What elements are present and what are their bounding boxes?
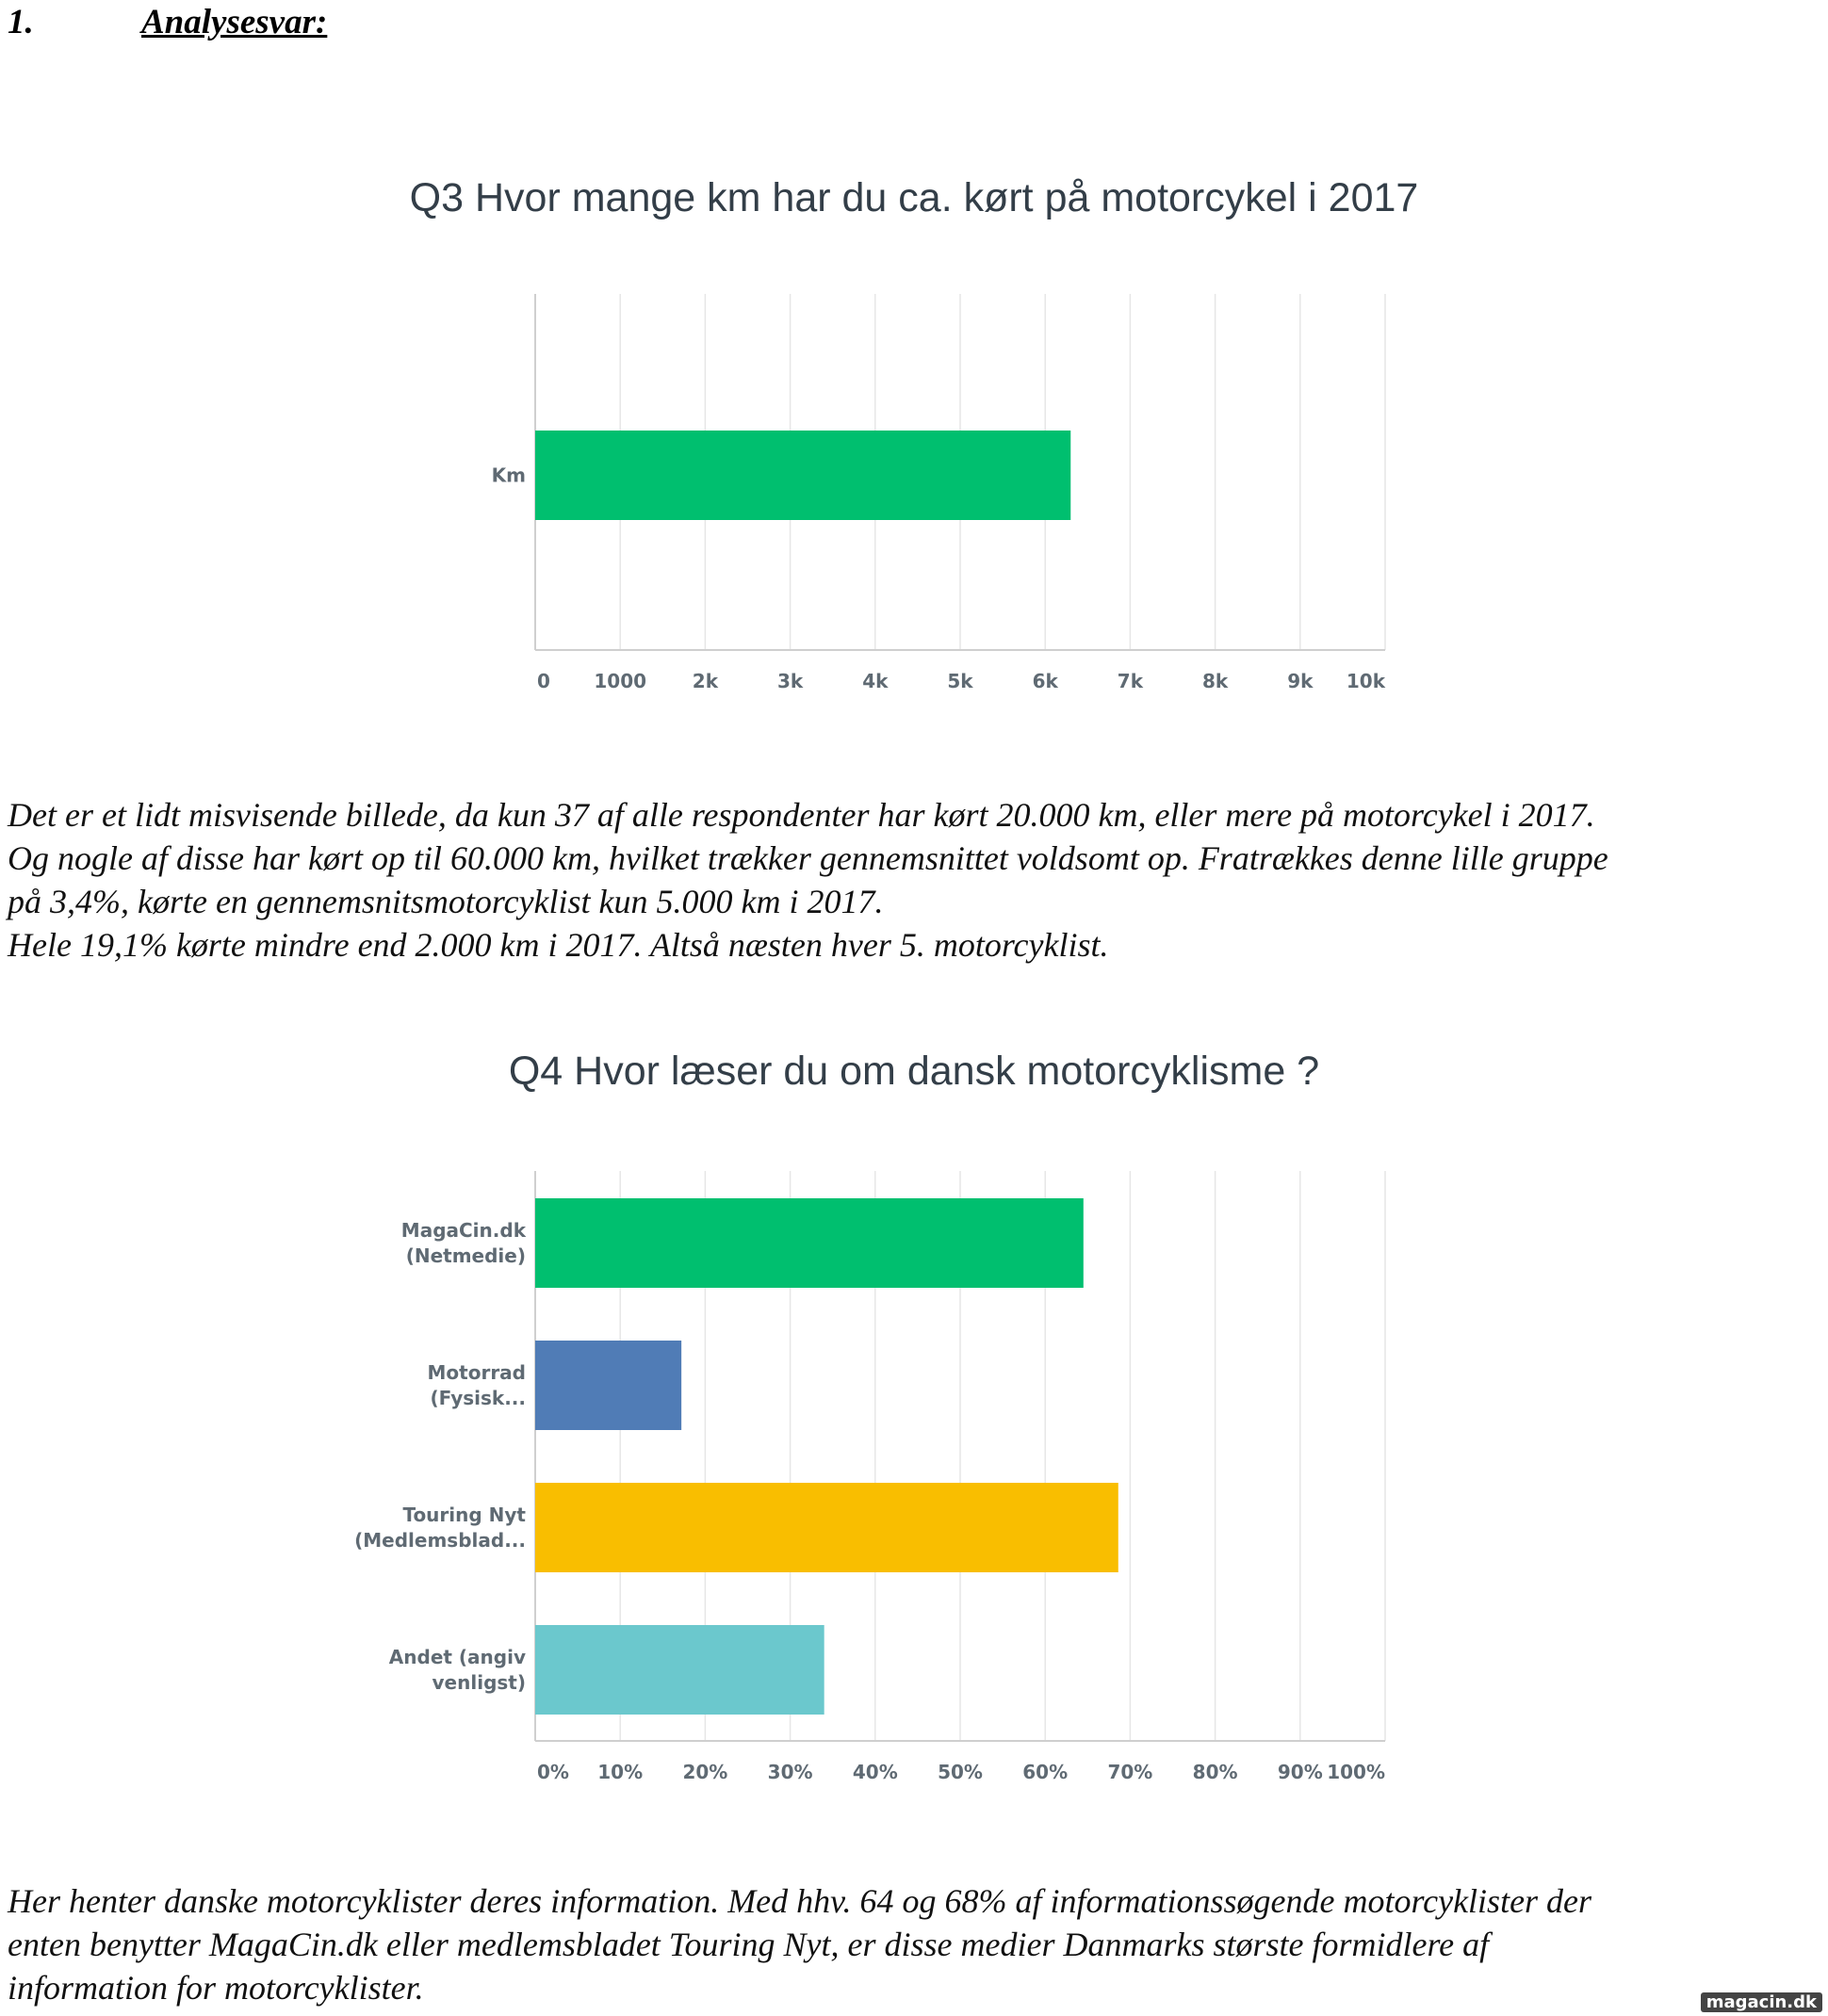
x-tick-label: 20% <box>682 1761 727 1783</box>
x-tick-label: 8k <box>1202 670 1229 692</box>
category-label: Motorrad <box>428 1361 526 1384</box>
x-tick-label: 2k <box>693 670 719 692</box>
x-tick-label: 10k <box>1347 670 1386 692</box>
category-label: (Medlemsblad... <box>354 1529 526 1552</box>
x-tick-label: 90% <box>1278 1761 1323 1783</box>
paragraph-line: Det er et lidt misvisende billede, da ku… <box>8 796 1595 834</box>
chart-title-q4: Q4 Hvor læser du om dansk motorcyklisme … <box>508 1049 1320 1094</box>
paragraph-line: Her henter danske motorcyklister deres i… <box>8 1882 1592 1920</box>
x-tick-label: 3k <box>777 670 804 692</box>
x-tick-label: 30% <box>768 1761 813 1783</box>
bar <box>535 1341 682 1430</box>
x-tick-label: 50% <box>938 1761 983 1783</box>
x-tick-label: 1000 <box>594 670 646 692</box>
x-tick-label: 100% <box>1327 1761 1385 1783</box>
category-label: (Netmedie) <box>406 1244 526 1267</box>
x-tick-label: 40% <box>853 1761 898 1783</box>
bar <box>535 431 1071 520</box>
bar <box>535 1625 824 1715</box>
chart-title-q3: Q3 Hvor mange km har du ca. kørt på moto… <box>409 175 1419 220</box>
paragraph-line: på 3,4%, kørte en gennemsnitsmotorcyklis… <box>8 883 884 920</box>
section-title: Analysesvar: <box>141 3 328 41</box>
category-label: venligst) <box>433 1671 526 1694</box>
category-label: (Fysisk... <box>430 1387 526 1409</box>
chart-q3-km: 0 1000 2k 3k 4k 5k 6k 7k 8k 9k 10k Km <box>492 294 1386 692</box>
x-tick-label: 10% <box>597 1761 643 1783</box>
x-tick-label: 7k <box>1118 670 1144 692</box>
chart-q4-media: 0% 10% 20% 30% 40% 50% 60% 70% 80% 90% 100% MagaCin… <box>354 1171 1386 1783</box>
category-label: Km <box>492 464 526 487</box>
paragraph-q4-analysis: Her henter danske motorcyklister deres i… <box>8 1879 1817 2009</box>
paragraph-line: Hele 19,1% kørte mindre end 2.000 km i 2… <box>8 926 1109 964</box>
bar <box>535 1198 1084 1288</box>
x-tick-label: 5k <box>947 670 973 692</box>
x-tick-label: 60% <box>1022 1761 1068 1783</box>
x-tick-label: 6k <box>1033 670 1059 692</box>
paragraph-q3-analysis: Det er et lidt misvisende billede, da ku… <box>8 793 1817 967</box>
paragraph-line: enten benytter MagaCin.dk eller medlemsb… <box>8 1926 1490 1963</box>
bar <box>535 1483 1118 1572</box>
x-tick-label: 0 <box>537 670 550 692</box>
x-tick-label: 9k <box>1287 670 1314 692</box>
x-tick-label: 0% <box>537 1761 569 1783</box>
section-number: 1. <box>8 3 34 41</box>
paragraph-line: Og nogle af disse har kørt op til 60.000… <box>8 839 1608 877</box>
x-tick-label: 70% <box>1107 1761 1152 1783</box>
site-watermark: magacin.dk <box>1700 1992 1822 2012</box>
x-tick-label: 80% <box>1193 1761 1238 1783</box>
paragraph-line: information for motorcyklister. <box>8 1969 424 2007</box>
section-heading: 1. Analysesvar: <box>8 2 327 42</box>
category-label: Andet (angiv <box>389 1646 526 1668</box>
category-label: Touring Nyt <box>402 1504 526 1526</box>
category-label: MagaCin.dk <box>401 1219 527 1242</box>
x-tick-label: 4k <box>862 670 889 692</box>
